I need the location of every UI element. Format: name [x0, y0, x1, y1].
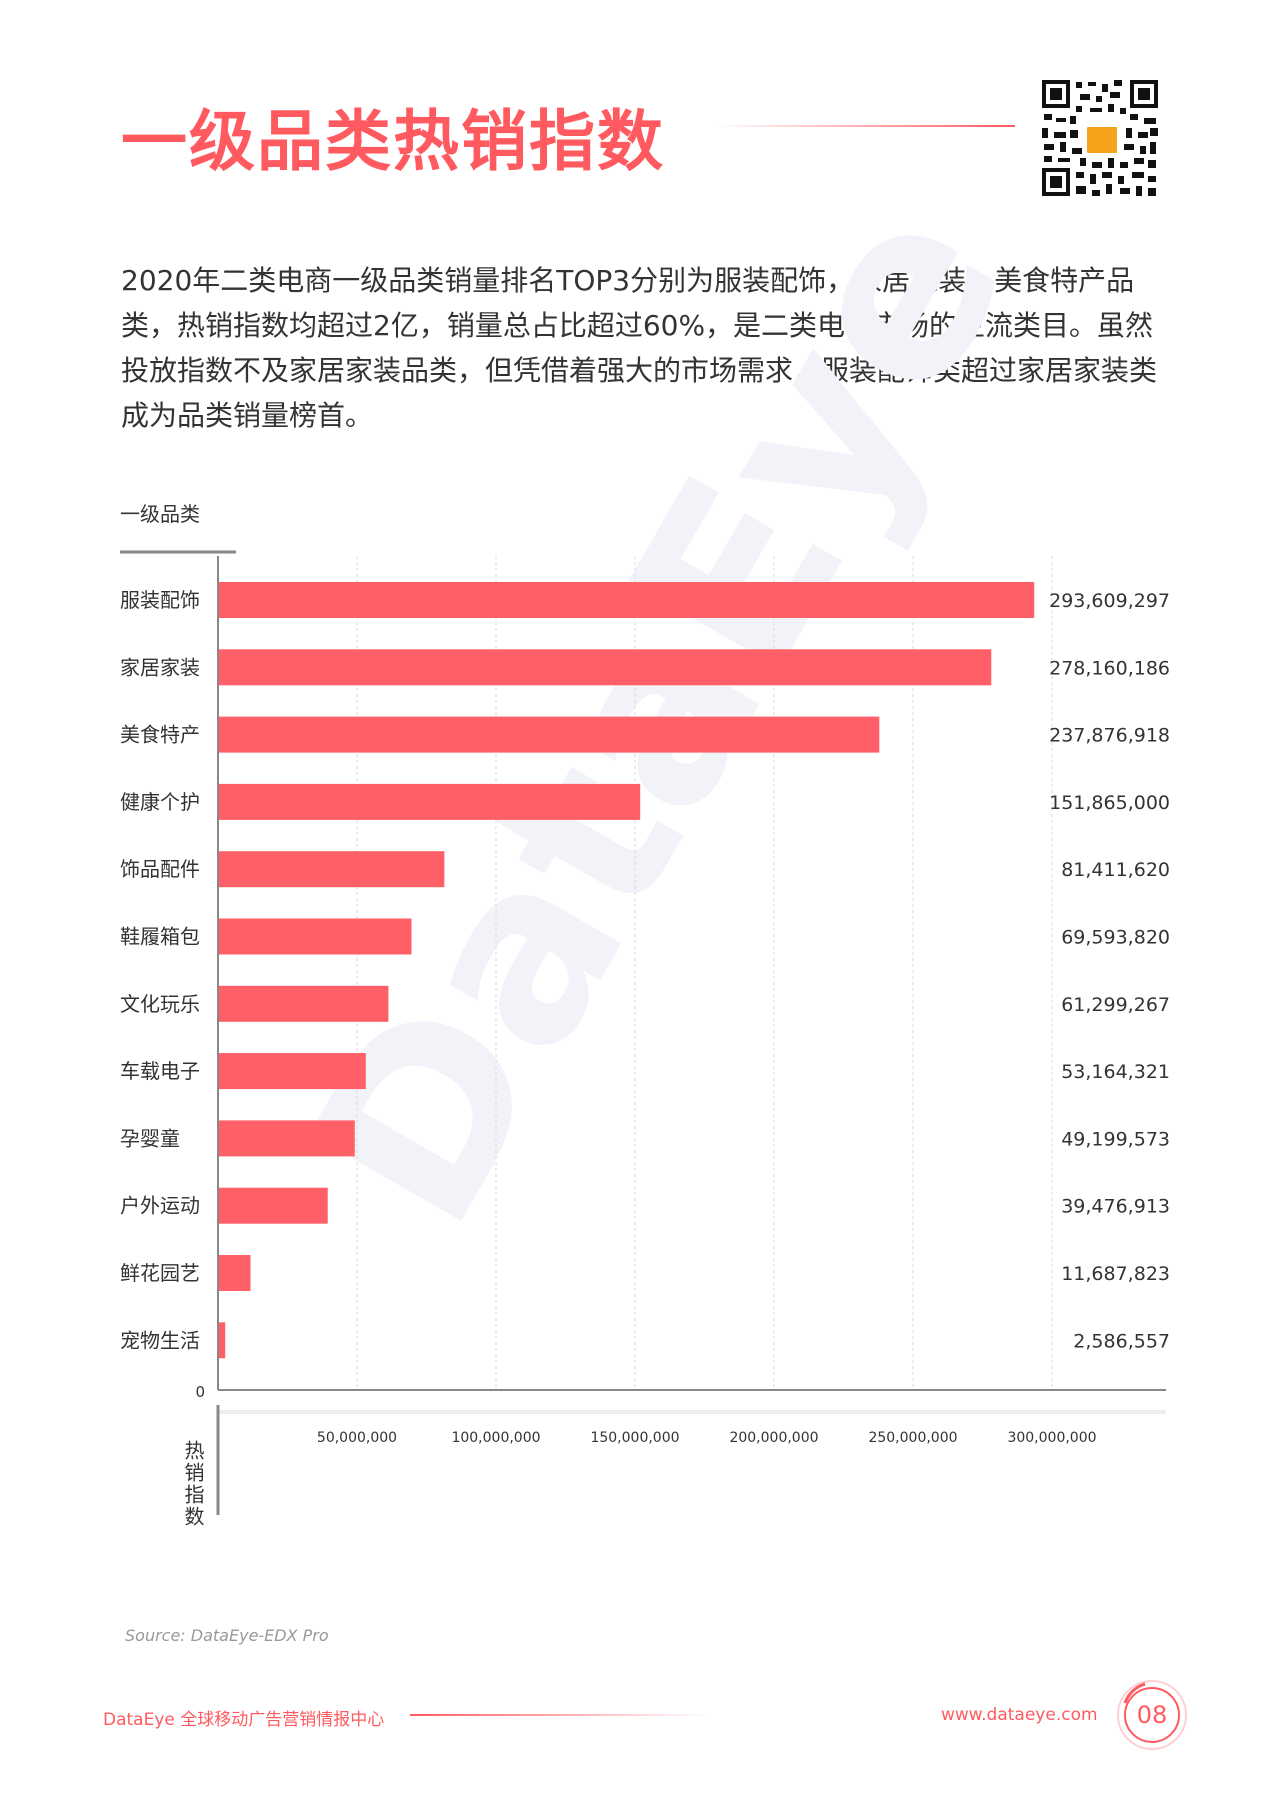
circle-ring-icon — [1117, 1680, 1187, 1750]
value-label: 293,609,297 — [1049, 590, 1170, 612]
bar — [218, 1255, 251, 1291]
source-note: Source: DataEye-EDX Pro — [125, 1626, 329, 1645]
x-tick-label: 200,000,000 — [729, 1430, 818, 1446]
qr-code — [1040, 78, 1160, 198]
value-label: 81,411,620 — [1061, 859, 1170, 881]
category-label: 家居家装 — [120, 655, 200, 679]
bar — [218, 1120, 355, 1157]
category-label: 文化玩乐 — [120, 992, 200, 1016]
category-label: 户外运动 — [120, 1194, 200, 1218]
bar — [218, 985, 389, 1022]
bar — [218, 851, 445, 888]
category-label: 车载电子 — [120, 1059, 200, 1083]
category-label: 健康个护 — [120, 790, 200, 814]
value-label: 61,299,267 — [1061, 994, 1170, 1016]
value-axis-title: 热销指数 — [181, 1440, 205, 1528]
x-tick-label: 150,000,000 — [590, 1430, 679, 1446]
bar — [218, 1053, 366, 1090]
value-label: 69,593,820 — [1061, 927, 1170, 949]
x-tick-label: 100,000,000 — [451, 1430, 540, 1446]
page-number: 08 — [1136, 1701, 1168, 1729]
bar — [218, 783, 641, 820]
category-label: 孕婴童 — [120, 1126, 180, 1150]
bar — [218, 1322, 226, 1359]
value-label: 39,476,913 — [1061, 1196, 1170, 1218]
category-label: 鞋履箱包 — [120, 925, 200, 949]
category-axis-title: 一级品类 — [120, 502, 200, 526]
bar — [218, 649, 992, 686]
qr-code-icon — [1040, 78, 1160, 198]
bar — [218, 1187, 328, 1224]
category-label: 服装配饰 — [120, 588, 200, 612]
watermark: DataEye — [257, 158, 1060, 1269]
value-label: 53,164,321 — [1061, 1061, 1170, 1083]
category-label: 美食特产 — [120, 723, 200, 747]
footer-brand: DataEye 全球移动广告营销情报中心 — [103, 1710, 385, 1730]
intro-paragraph: 2020年二类电商一级品类销量排名TOP3分别为服装配饰，家居家装，美食特产品类… — [121, 264, 1158, 432]
title-divider — [715, 125, 1015, 127]
value-label: 2,586,557 — [1073, 1330, 1170, 1352]
page-number-badge: 08 — [1115, 1678, 1189, 1752]
page-title: 一级品类热销指数 — [121, 103, 665, 180]
x-tick-label: 50,000,000 — [317, 1430, 397, 1446]
x-tick-label: 300,000,000 — [1007, 1430, 1096, 1446]
bar — [218, 582, 1035, 618]
bar — [218, 918, 412, 955]
category-label: 鲜花园艺 — [120, 1261, 200, 1285]
category-label: 饰品配件 — [120, 857, 200, 881]
value-label: 11,687,823 — [1061, 1263, 1170, 1285]
footer-url[interactable]: www.dataeye.com — [941, 1705, 1098, 1725]
value-label: 151,865,000 — [1049, 792, 1170, 814]
x-zero-label: 0 — [195, 1383, 205, 1401]
qr-logo-badge — [1085, 125, 1119, 155]
x-tick-label: 250,000,000 — [868, 1430, 957, 1446]
footer-divider — [410, 1714, 710, 1716]
value-label: 237,876,918 — [1049, 725, 1170, 747]
bar — [218, 716, 880, 753]
category-label: 宠物生活 — [120, 1328, 200, 1352]
value-label: 278,160,186 — [1049, 657, 1170, 679]
value-label: 49,199,573 — [1061, 1128, 1170, 1150]
